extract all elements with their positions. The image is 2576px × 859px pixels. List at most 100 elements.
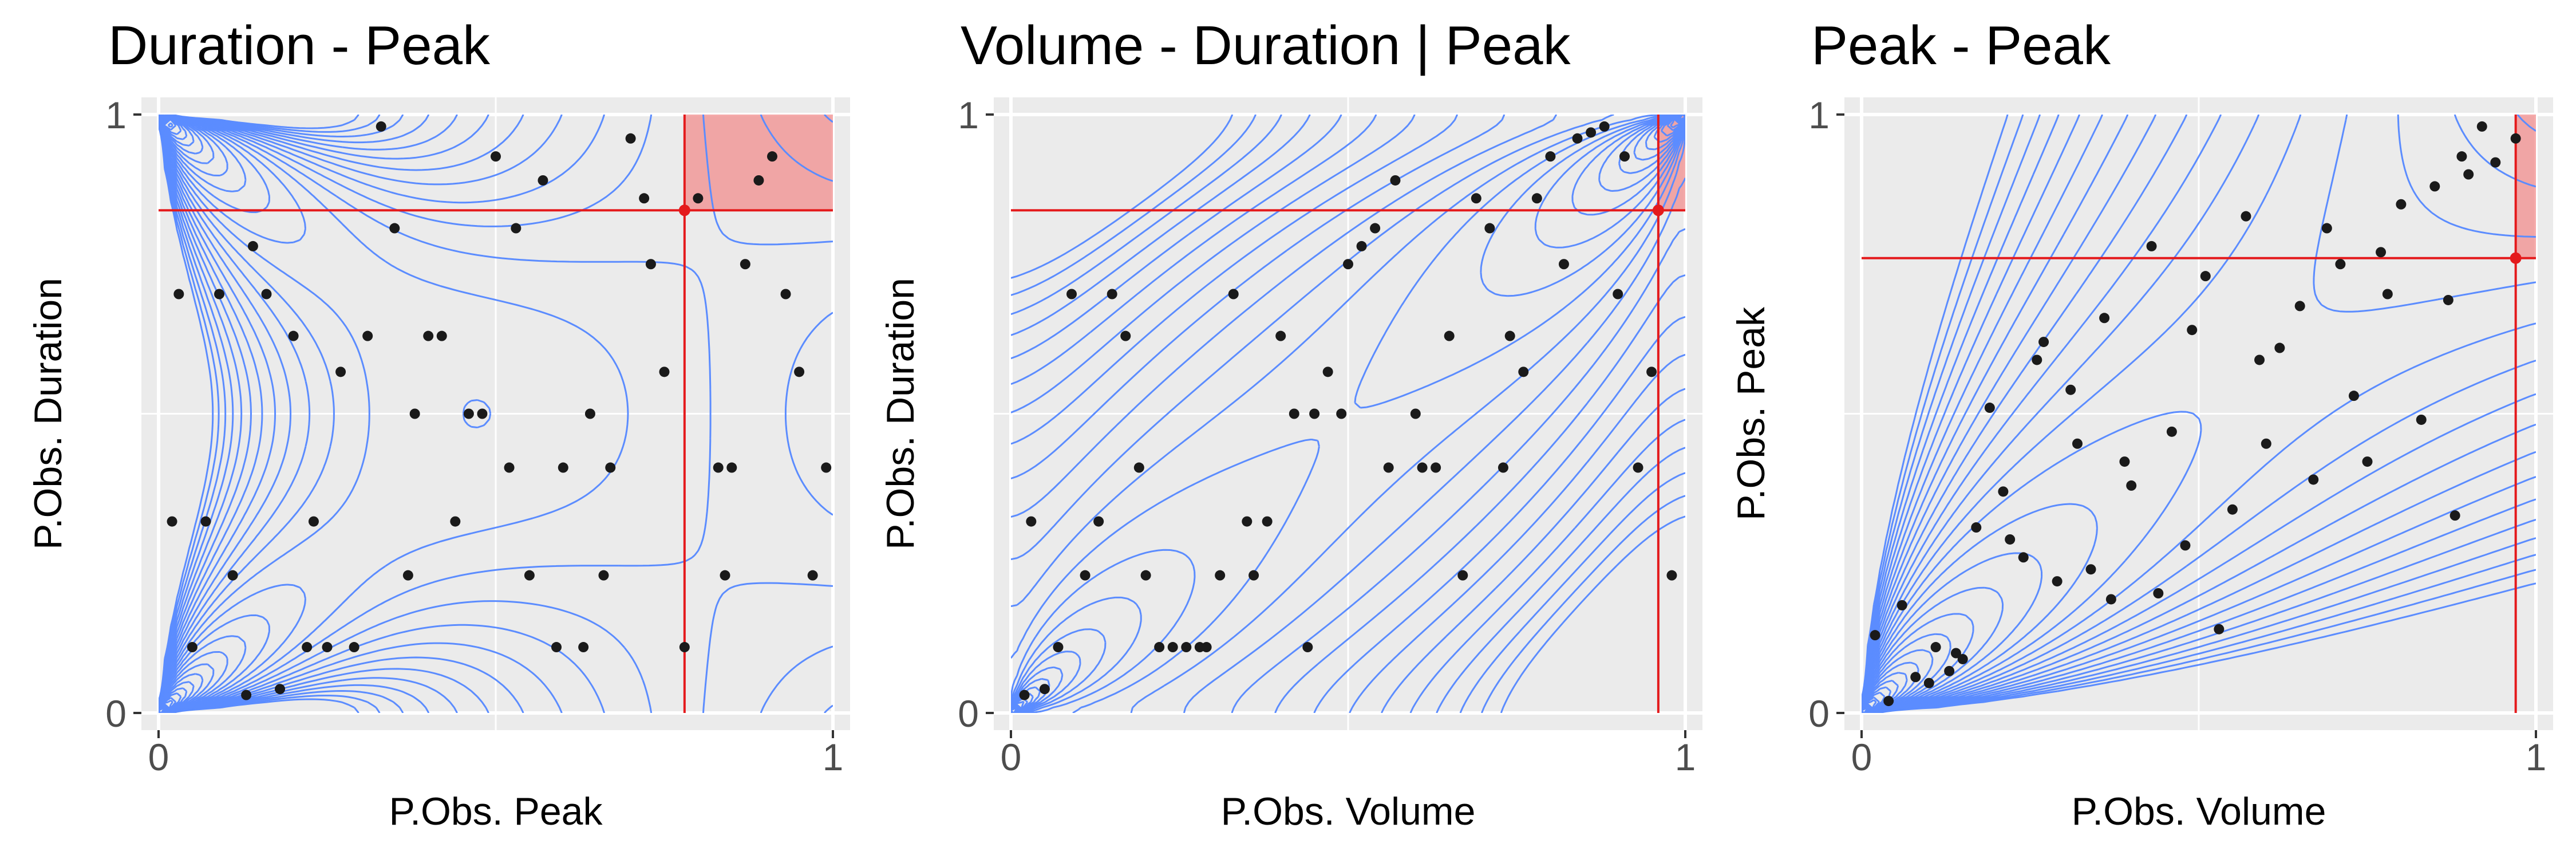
- data-point: [558, 462, 568, 473]
- data-point: [477, 408, 488, 419]
- data-point: [753, 175, 764, 186]
- data-point: [2180, 540, 2191, 551]
- data-point: [247, 241, 258, 251]
- data-point: [1201, 642, 1212, 653]
- data-point: [1646, 367, 1657, 377]
- data-point: [1531, 193, 1542, 204]
- data-point: [2005, 534, 2016, 545]
- data-point: [2254, 354, 2265, 365]
- data-point: [1140, 570, 1151, 581]
- data-point: [2126, 480, 2137, 491]
- data-point: [1930, 642, 1941, 653]
- data-point: [1950, 648, 1961, 659]
- data-point: [491, 151, 501, 162]
- y-tick-label: 0: [105, 692, 127, 735]
- y-tick-label: 1: [105, 94, 127, 136]
- data-point: [538, 175, 548, 186]
- contour-line: [1011, 115, 1685, 713]
- chart-title: Volume - Duration | Peak: [961, 15, 1571, 76]
- data-point: [1910, 672, 1921, 683]
- data-point: [2490, 157, 2501, 168]
- data-point: [605, 462, 616, 473]
- x-axis-label: P.Obs. Peak: [389, 790, 603, 833]
- chart-panel-2: Volume - Duration | Peak 0 1 0 1 P.Obs. Volum…: [879, 15, 1702, 833]
- y-axis-label: P.Obs. Duration: [26, 278, 70, 550]
- data-point: [173, 289, 184, 300]
- data-point: [1039, 684, 1050, 695]
- data-point: [1370, 223, 1381, 234]
- data-point: [807, 570, 818, 581]
- contour-line: [1011, 115, 1685, 713]
- data-point: [1923, 677, 1934, 688]
- data-point: [659, 367, 670, 377]
- data-point: [2032, 354, 2042, 365]
- data-point: [308, 516, 319, 527]
- data-point: [402, 570, 413, 581]
- contour-line: [1011, 115, 1685, 713]
- data-point: [302, 642, 313, 653]
- data-point: [1302, 642, 1313, 653]
- data-point: [1484, 223, 1495, 234]
- data-point: [2294, 301, 2305, 312]
- data-point: [504, 462, 515, 473]
- data-point: [2065, 384, 2076, 395]
- data-point: [1613, 289, 1623, 300]
- data-point: [524, 570, 535, 581]
- data-point: [639, 193, 650, 204]
- data-point: [349, 642, 359, 653]
- data-point: [1275, 330, 1286, 341]
- data-point: [200, 516, 211, 527]
- data-point: [1870, 630, 1880, 641]
- data-point: [1457, 570, 1468, 581]
- contour-line: [1011, 115, 1685, 713]
- data-point: [1228, 289, 1239, 300]
- data-point: [1019, 689, 1030, 700]
- contour-line: [1011, 115, 1685, 713]
- data-point: [1471, 193, 1481, 204]
- data-point: [578, 642, 589, 653]
- data-point: [1417, 462, 1428, 473]
- data-point: [1518, 367, 1529, 377]
- data-point: [1984, 403, 1995, 413]
- data-point: [2476, 121, 2487, 132]
- data-point: [1897, 600, 1907, 610]
- y-tick-label: 1: [1808, 94, 1830, 136]
- chart-panel-1: Duration - Peak 0 1 0 1 P.Obs. Peak P.Obs. Dur…: [26, 15, 850, 833]
- data-point: [2153, 588, 2164, 598]
- data-point: [767, 151, 777, 162]
- data-point: [1356, 241, 1367, 251]
- data-point: [2187, 325, 2198, 336]
- data-point: [2119, 456, 2130, 467]
- data-point: [2261, 438, 2271, 449]
- data-point: [1026, 516, 1037, 527]
- data-point: [584, 408, 595, 419]
- data-point: [1249, 570, 1259, 581]
- data-point: [1343, 259, 1353, 270]
- data-point: [2456, 151, 2467, 162]
- data-point: [1167, 642, 1178, 653]
- data-point: [780, 289, 791, 300]
- data-point: [1599, 121, 1610, 132]
- data-point: [2321, 223, 2332, 234]
- data-point: [679, 642, 690, 653]
- data-point: [1431, 462, 1441, 473]
- data-point: [720, 570, 730, 581]
- data-point: [1444, 330, 1455, 341]
- data-point: [376, 121, 386, 132]
- contour-line: [1011, 115, 1685, 713]
- data-point: [463, 408, 474, 419]
- data-point: [1289, 408, 1299, 419]
- contour-line: [1011, 115, 1685, 713]
- data-point: [625, 133, 636, 144]
- data-point: [2348, 391, 2359, 401]
- contour-lines: [159, 115, 833, 713]
- data-point: [288, 330, 299, 341]
- data-point: [1971, 522, 1982, 533]
- y-tick-label: 0: [958, 692, 979, 735]
- data-point: [1066, 289, 1077, 300]
- contour-lines: [1862, 115, 2536, 713]
- contour-line: [1862, 706, 1870, 713]
- data-point: [187, 642, 197, 653]
- contour-line: [1011, 115, 1685, 713]
